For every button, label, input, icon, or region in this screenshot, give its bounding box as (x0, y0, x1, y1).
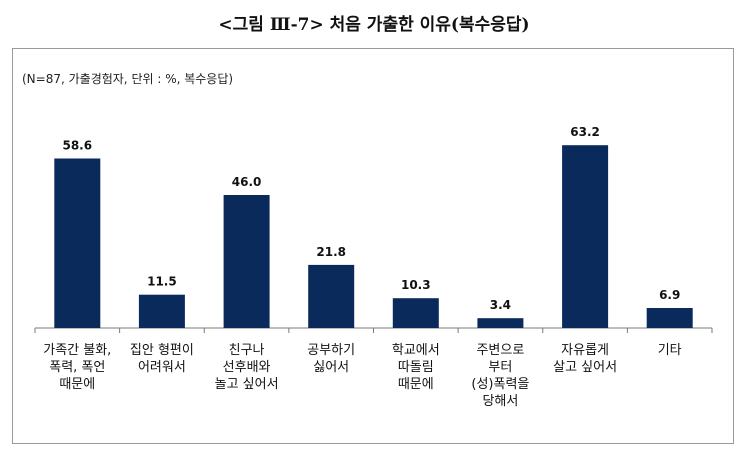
bar-value-label: 21.8 (316, 245, 346, 259)
category-label: 자유롭게 살고 싶어서 (553, 343, 618, 375)
bar (138, 294, 185, 328)
category-label: 가족간 불화, 폭력, 폭언 때문에 (43, 343, 112, 392)
bar-value-label: 58.6 (62, 139, 92, 153)
chart-frame (12, 48, 734, 444)
category-label: 공부하기 싫어서 (307, 343, 356, 375)
chart-note: (N=87, 가출경험자, 단위 : %, 복수응답) (22, 72, 234, 86)
category-label: 집안 형편이 어려워서 (129, 343, 194, 375)
category-label: 친구나 선후배와 놀고 싶어서 (214, 343, 279, 392)
bar (562, 145, 609, 328)
bar (646, 308, 693, 328)
bar-value-label: 3.4 (490, 298, 511, 312)
bar (308, 264, 355, 328)
bar-value-label: 46.0 (232, 175, 262, 189)
bar (223, 195, 270, 328)
bar (392, 298, 439, 328)
bar-value-label: 10.3 (401, 278, 431, 292)
bar-value-label: 63.2 (570, 125, 600, 139)
category-label: 기타 (657, 343, 682, 358)
bar-value-label: 11.5 (147, 275, 177, 289)
bar (54, 158, 101, 328)
bar-value-label: 6.9 (659, 288, 680, 302)
bar (477, 318, 524, 328)
chart-title: <그림 Ⅲ-7> 처음 가출한 이유(복수응답) (218, 15, 530, 35)
category-label: 주변으로 부터 (성)폭력을 당해서 (471, 343, 530, 409)
category-label: 학교에서 따돌림 때문에 (391, 343, 440, 392)
